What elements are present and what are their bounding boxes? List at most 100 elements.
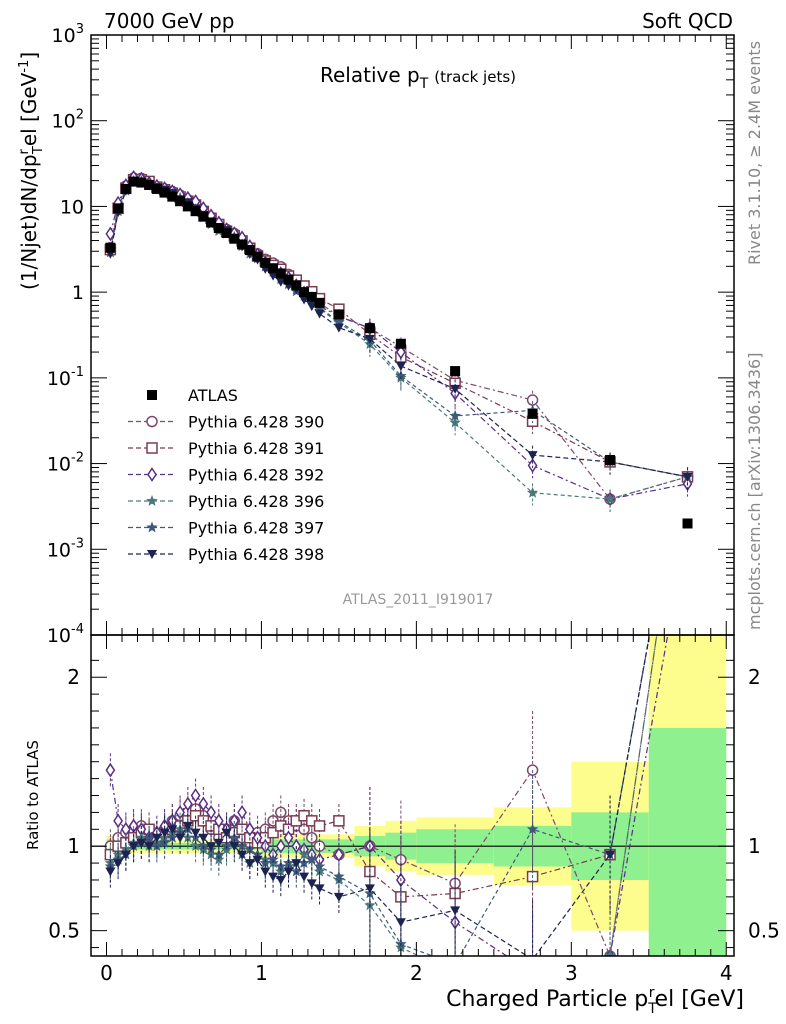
ratio-point-s396: [682, 418, 693, 429]
series-point-s398: [333, 323, 344, 333]
atlas-point: [306, 291, 317, 302]
ratio-point-s398: [167, 825, 178, 835]
atlas-point: [113, 203, 124, 214]
ratio-point-s398: [151, 833, 162, 843]
ratio-point-s398: [206, 842, 217, 852]
ratio-point-s398: [175, 833, 186, 843]
ratio-point-s392: [105, 762, 116, 778]
legend-label: Pythia 6.428 396: [188, 492, 324, 511]
ratio-point-s391: [313, 820, 326, 832]
y-tick-exponent: 3: [76, 22, 84, 37]
ratio-tick-label-left: 0.5: [48, 919, 80, 943]
atlas-point: [105, 242, 116, 253]
legend-label: ATLAS: [188, 386, 238, 405]
y-tick-label: 10-2: [47, 451, 84, 476]
ratio-point-s397: [313, 860, 326, 872]
rivet-label: Rivet 3.1.10, ≥ 2.4M events: [745, 41, 764, 265]
ratio-tick-label-right: 0.5: [748, 919, 780, 943]
atlas-point: [136, 177, 147, 188]
ratio-point-s397: [166, 831, 178, 843]
analysis-label: ATLAS_2011_I919017: [343, 592, 494, 608]
legend-marker: [146, 415, 158, 428]
atlas-point: [275, 268, 286, 279]
series-point-s398: [299, 295, 310, 305]
atlas-point: [151, 183, 162, 194]
series-point-s398: [268, 271, 279, 281]
ratio-series-s398: [105, 635, 651, 956]
ratio-y-axis-label: Ratio to ATLAS: [24, 740, 42, 850]
x-axis-label: Charged Particle pTrel [GeV]: [446, 985, 744, 1017]
y-tick-label: 1: [72, 282, 84, 304]
atlas-point: [159, 187, 170, 198]
series-point-s397: [333, 315, 345, 327]
ratio-point-s397: [213, 848, 225, 860]
atlas-point: [283, 274, 294, 285]
mcplots-label: mcplots.cern.ch [arXiv:1306.3436]: [745, 353, 764, 630]
y-tick-label: 10-1: [47, 365, 84, 390]
atlas-point: [213, 223, 224, 234]
y-axis-label: (1/Njet)dN/dprTel [GeV-1]: [17, 52, 46, 290]
legend-marker: [146, 442, 158, 454]
ratio-point-s398: [198, 833, 209, 843]
ratio-point-s398: [275, 875, 286, 885]
atlas-point: [252, 251, 263, 262]
series-point-s392: [105, 226, 116, 242]
y-tick-exponent: -1: [71, 365, 84, 380]
ratio-point-s398: [283, 867, 294, 877]
series-point-s398: [364, 334, 375, 344]
y-tick-exponent: -2: [71, 451, 84, 466]
ratio-point-s398: [306, 879, 317, 889]
ratio-point-s391: [333, 815, 345, 827]
ratio-point-s398: [291, 859, 302, 869]
atlas-point: [527, 408, 538, 419]
atlas-point: [128, 176, 139, 187]
legend-item: Pythia 6.428 392: [128, 466, 324, 485]
ratio-point-s398: [120, 850, 131, 860]
ratio-point-s398: [268, 872, 279, 882]
series-point-s398: [314, 309, 325, 319]
ratio-point-s398: [159, 828, 170, 838]
ratio-point-s398: [252, 855, 263, 865]
ratio-point-s398: [237, 850, 248, 860]
y-tick-base: 10: [47, 539, 71, 561]
legend-label: Pythia 6.428 391: [188, 439, 324, 458]
atlas-point: [314, 297, 325, 308]
ratio-point-s392: [190, 788, 201, 803]
y-tick-base: 10: [52, 111, 76, 133]
atlas-point: [244, 245, 255, 256]
ratio-point-s398: [105, 867, 116, 877]
atlas-point: [260, 257, 271, 268]
chart-title: Relative pT (track jets): [320, 63, 516, 92]
ratio-point-s397: [449, 958, 460, 969]
y-tick-exponent: -3: [71, 536, 84, 551]
legend-marker: [147, 467, 157, 482]
ratio-tick-label-left: 2: [67, 665, 80, 689]
series-point-s397: [449, 409, 461, 421]
ratio-point-s392: [113, 813, 124, 829]
stat-band-8: [648, 727, 727, 956]
ratio-point-s396: [197, 843, 209, 855]
ratio-point-s398: [190, 828, 201, 838]
ratio-point-s396: [220, 843, 233, 855]
atlas-point: [229, 233, 240, 244]
ratio-point-s397: [290, 865, 302, 877]
legend-item: Pythia 6.428 390: [128, 413, 324, 432]
series-line-s398: [109, 180, 688, 478]
x-tick-label: 4: [720, 961, 733, 985]
series-point-s398: [527, 451, 538, 461]
ratio-data-layer: [104, 418, 693, 969]
legend-label: Pythia 6.428 397: [188, 519, 324, 538]
atlas-point: [268, 263, 279, 274]
ratio-point-s398: [364, 884, 375, 894]
ratio-point-s397: [333, 870, 345, 882]
atlas-point: [120, 183, 131, 194]
y-tick-label: 102: [52, 108, 84, 133]
legend-item: Pythia 6.428 398: [128, 545, 324, 564]
x-tick-label: 1: [255, 961, 268, 985]
y-tick-base: 10: [47, 454, 71, 476]
atlas-point: [605, 455, 616, 466]
series-point-s398: [450, 384, 461, 394]
header-right: Soft QCD: [642, 9, 733, 33]
atlas-point: [450, 366, 461, 377]
